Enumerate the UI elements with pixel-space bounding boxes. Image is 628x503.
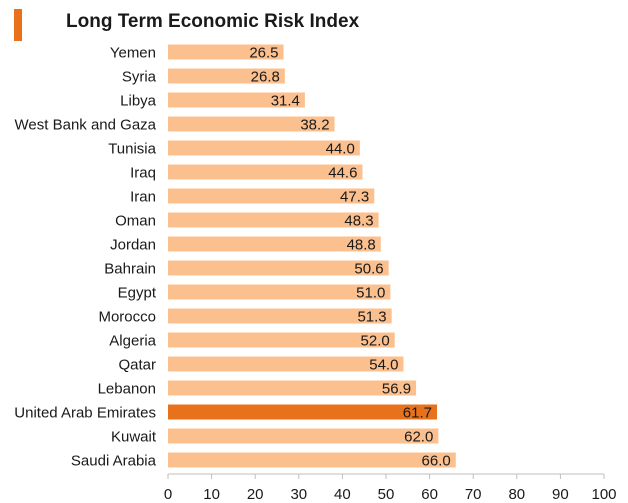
bar	[168, 188, 375, 204]
category-label: Algeria	[109, 333, 156, 350]
value-label: 62.0	[404, 429, 433, 446]
x-tick-label: 40	[334, 486, 351, 503]
category-label: Saudi Arabia	[71, 453, 157, 470]
bar	[168, 308, 392, 324]
bar	[168, 116, 335, 132]
bar	[168, 236, 381, 252]
value-label: 52.0	[361, 333, 390, 350]
category-label: Syria	[122, 69, 157, 86]
value-label: 51.3	[357, 309, 386, 326]
bar	[168, 212, 379, 228]
bar	[168, 428, 439, 444]
category-label: Morocco	[98, 309, 156, 326]
value-label: 48.8	[347, 237, 376, 254]
x-tick-label: 30	[290, 486, 307, 503]
bar-highlight	[168, 404, 438, 420]
category-label: United Arab Emirates	[14, 405, 156, 422]
bar	[168, 332, 395, 348]
bar	[168, 44, 284, 60]
value-label: 48.3	[344, 213, 373, 230]
bar	[168, 140, 360, 156]
x-tick-label: 90	[552, 486, 569, 503]
value-label: 31.4	[271, 93, 300, 110]
value-label: 26.5	[249, 45, 278, 62]
x-tick-label: 20	[247, 486, 264, 503]
bar	[168, 260, 389, 276]
category-label: Kuwait	[111, 429, 157, 446]
x-tick-label: 50	[378, 486, 395, 503]
category-label: Iraq	[130, 165, 156, 182]
x-tick-label: 70	[465, 486, 482, 503]
category-label: Iran	[130, 189, 156, 206]
value-label: 56.9	[382, 381, 411, 398]
category-label: Tunisia	[108, 141, 156, 158]
bar	[168, 452, 456, 468]
chart-title: Long Term Economic Risk Index	[66, 11, 360, 32]
bar	[168, 356, 404, 372]
x-tick-label: 60	[421, 486, 438, 503]
value-label: 50.6	[354, 261, 383, 278]
category-label: Egypt	[118, 285, 157, 302]
x-tick-label: 100	[591, 486, 616, 503]
value-label: 44.0	[326, 141, 355, 158]
category-label: Libya	[120, 93, 157, 110]
title-marker	[14, 9, 22, 41]
category-label: Bahrain	[104, 261, 156, 278]
value-label: 51.0	[356, 285, 385, 302]
value-label: 61.7	[403, 405, 432, 422]
value-label: 66.0	[422, 453, 451, 470]
category-label: Qatar	[118, 357, 156, 374]
x-tick-label: 80	[508, 486, 525, 503]
bar	[168, 68, 285, 84]
value-label: 47.3	[340, 189, 369, 206]
category-label: Oman	[115, 213, 156, 230]
category-label: Yemen	[110, 45, 156, 62]
bar	[168, 164, 363, 180]
value-label: 26.8	[251, 69, 280, 86]
value-label: 44.6	[328, 165, 357, 182]
x-tick-label: 10	[203, 486, 220, 503]
category-label: West Bank and Gaza	[15, 117, 157, 134]
x-tick-label: 0	[164, 486, 172, 503]
value-label: 38.2	[300, 117, 329, 134]
bar	[168, 92, 305, 108]
value-label: 54.0	[369, 357, 398, 374]
bar	[168, 284, 391, 300]
category-label: Jordan	[110, 237, 156, 254]
bar	[168, 380, 417, 396]
category-label: Lebanon	[98, 381, 156, 398]
